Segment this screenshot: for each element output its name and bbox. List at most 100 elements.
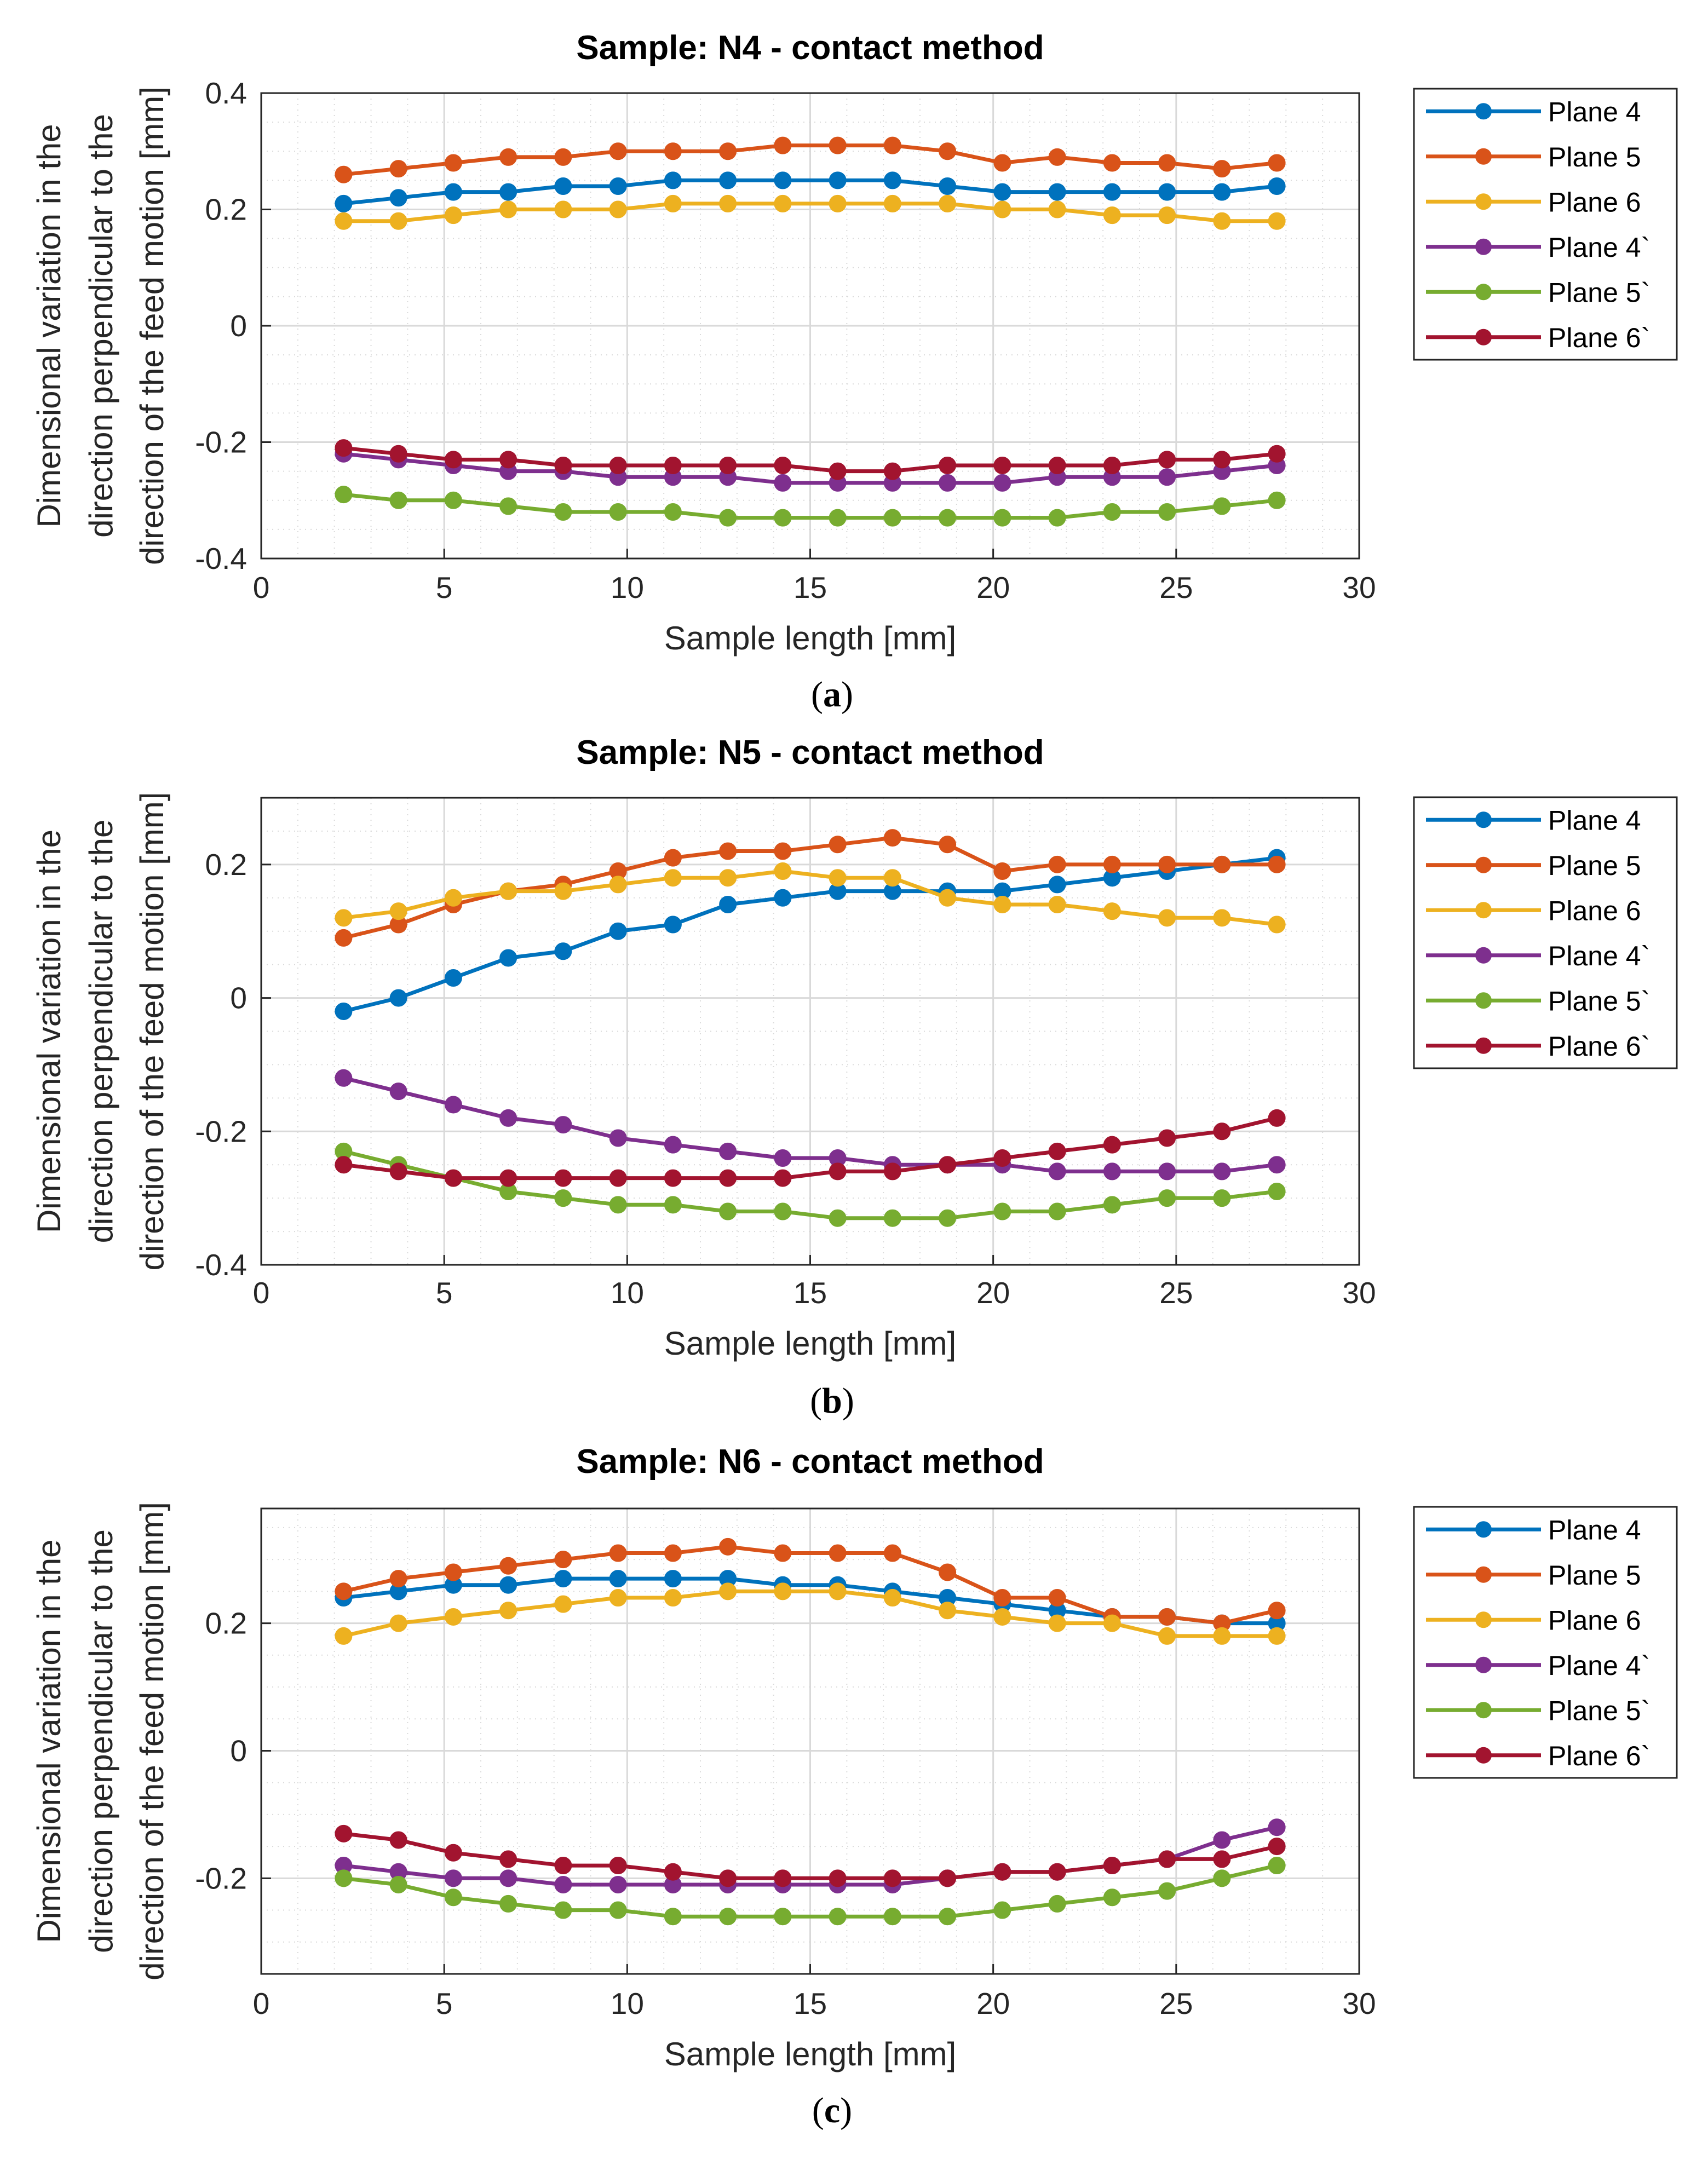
data-point: [719, 1142, 737, 1160]
chart-title: Sample: N6 - contact method: [576, 1443, 1044, 1481]
data-point: [1103, 1136, 1121, 1154]
data-point: [719, 1169, 737, 1187]
data-point: [774, 1582, 792, 1600]
data-point: [609, 1169, 627, 1187]
data-point: [1103, 206, 1121, 224]
data-point: [1048, 1142, 1066, 1160]
data-point: [554, 1595, 572, 1613]
data-point: [1268, 177, 1286, 195]
data-point: [609, 457, 627, 474]
data-point: [664, 1169, 682, 1187]
data-point: [993, 1589, 1011, 1607]
data-point: [1103, 503, 1121, 521]
data-point: [883, 462, 901, 480]
y-tick-label: -0.4: [195, 1248, 247, 1282]
y-axis-label-line: direction perpendicular to the: [83, 1529, 119, 1953]
legend-label: Plane 5: [1548, 1560, 1641, 1591]
data-point: [1213, 451, 1231, 469]
data-point: [335, 212, 353, 230]
data-point: [1048, 1589, 1066, 1607]
legend-label: Plane 6`: [1548, 1741, 1650, 1771]
chart-panel-c: 0 5 10 15 20 25 30 -0.2 0 0.2 Sample: N6 - contact…: [31, 1443, 1678, 2131]
data-point: [664, 457, 682, 474]
data-point: [774, 889, 792, 907]
data-point: [1048, 509, 1066, 527]
data-point: [609, 1875, 627, 1893]
data-point: [554, 200, 572, 218]
legend-label: Plane 4`: [1548, 941, 1650, 971]
data-point: [1048, 876, 1066, 894]
data-point: [883, 194, 901, 212]
y-tick-label: 0: [230, 1734, 247, 1767]
data-point: [554, 503, 572, 521]
data-point: [1048, 1863, 1066, 1881]
data-point: [829, 869, 847, 887]
data-point: [664, 1544, 682, 1562]
x-tick-label: 30: [1342, 1986, 1376, 2020]
data-point: [444, 1169, 462, 1187]
legend-box: [1413, 88, 1678, 361]
data-point: [993, 1608, 1011, 1626]
data-point: [554, 882, 572, 900]
legend-label: Plane 6: [1548, 187, 1641, 217]
data-point: [1213, 497, 1231, 515]
panel-caption-letter: b: [822, 1381, 842, 1421]
legend-box: [1413, 796, 1678, 1069]
data-point: [1213, 212, 1231, 230]
data-point: [939, 142, 957, 160]
y-tick-label: 0.2: [205, 1607, 247, 1640]
x-tick-label: 5: [436, 571, 453, 604]
data-point: [1103, 457, 1121, 474]
data-point: [609, 1589, 627, 1607]
y-axis-label-line: Dimensional variation in the: [31, 830, 67, 1233]
data-point: [609, 177, 627, 195]
x-tick-label: 0: [253, 571, 270, 604]
data-point: [444, 183, 462, 201]
data-point: [335, 1869, 353, 1887]
series-line-4: [343, 1076, 1278, 1173]
data-point: [774, 194, 792, 212]
data-point: [719, 142, 737, 160]
data-point: [1048, 895, 1066, 913]
series-line-2: [343, 1545, 1278, 1626]
data-point: [499, 1869, 517, 1887]
data-point: [444, 969, 462, 987]
data-point: [1048, 148, 1066, 166]
data-point: [1213, 1189, 1231, 1207]
data-point: [444, 1563, 462, 1581]
data-point: [609, 142, 627, 160]
y-tick-label: -0.2: [195, 1861, 247, 1895]
data-point: [1048, 1202, 1066, 1220]
data-point: [1158, 206, 1176, 224]
y-tick-label: 0: [230, 981, 247, 1015]
axes-box: [260, 1507, 1360, 1975]
data-point: [664, 849, 682, 867]
data-point: [609, 1129, 627, 1147]
data-point: [1048, 1162, 1066, 1181]
x-tick-label: 20: [976, 1276, 1010, 1310]
y-tick-label: 0.2: [205, 193, 247, 227]
data-point: [939, 1908, 957, 1926]
data-point: [993, 200, 1011, 218]
data-point: [993, 1901, 1011, 1919]
data-point: [1103, 1857, 1121, 1875]
x-tick-label: 15: [793, 1986, 827, 2020]
data-point: [1268, 915, 1286, 934]
panel-caption: (c): [812, 2091, 852, 2131]
data-point: [1268, 1627, 1286, 1645]
data-point: [719, 895, 737, 913]
data-point: [499, 949, 517, 967]
data-point: [335, 486, 353, 504]
data-point: [554, 177, 572, 195]
axes-box: [260, 92, 1360, 560]
series-line-3: [343, 869, 1278, 926]
data-point: [499, 1602, 517, 1620]
panel-caption-letter: c: [824, 2091, 840, 2131]
data-point: [664, 1570, 682, 1588]
data-point: [774, 1169, 792, 1187]
data-point: [719, 842, 737, 860]
data-point: [499, 1109, 517, 1127]
legend-label: Plane 6: [1548, 1605, 1641, 1636]
data-point: [389, 1875, 407, 1893]
data-point: [719, 1538, 737, 1556]
